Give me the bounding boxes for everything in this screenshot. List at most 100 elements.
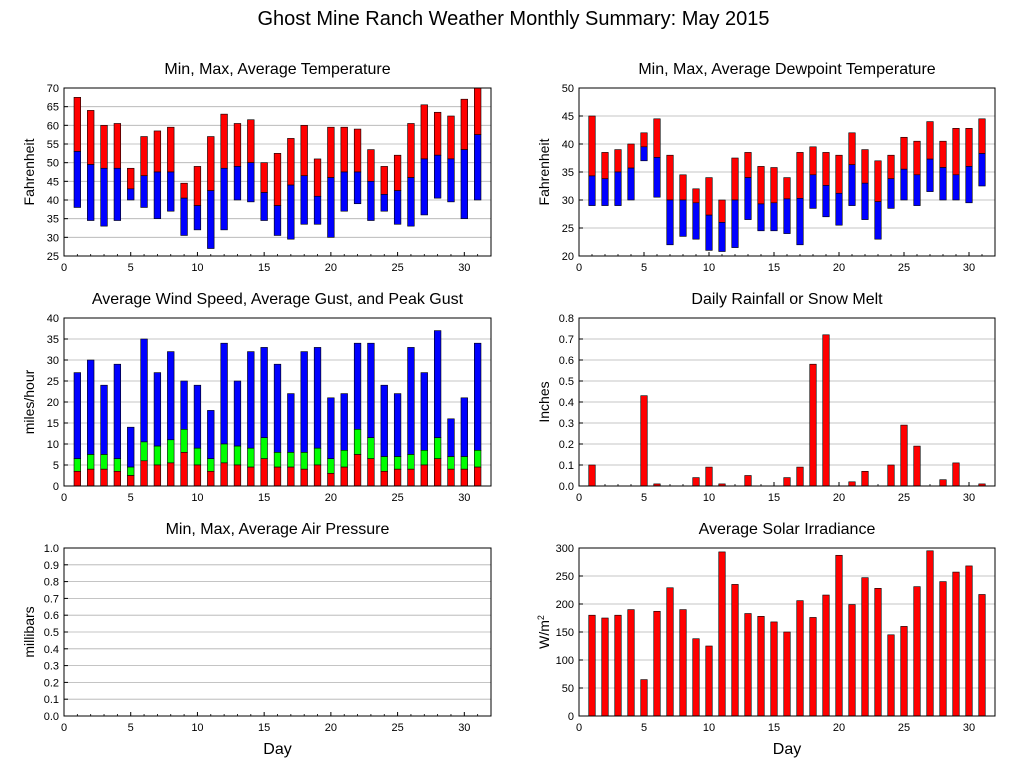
wind-avg-speed-bar — [393, 468, 402, 487]
wind-peak-gust-bar — [247, 351, 255, 449]
temp-max-bar — [447, 115, 455, 160]
temp-ytick-label: 60 — [47, 120, 59, 132]
wind-avg-gust-bar — [407, 454, 415, 470]
wind-avg-gust-bar — [353, 428, 362, 455]
dew-min-bar — [614, 171, 622, 206]
dew-min-bar — [640, 146, 648, 162]
temp-min-bar — [153, 171, 162, 219]
temp-min-bar — [100, 167, 108, 227]
solar-xtick-label: 25 — [898, 722, 910, 734]
wind-avg-speed-bar — [340, 466, 348, 487]
temp-ytick-label: 45 — [47, 176, 59, 188]
dew-max-bar — [705, 177, 713, 216]
temp-min-bar — [193, 205, 202, 231]
wind-avg-speed-bar — [380, 470, 388, 487]
dew-max-bar — [835, 154, 843, 194]
dew-min-bar — [627, 167, 635, 201]
wind-ytick-label: 5 — [53, 460, 59, 472]
solar-bar — [926, 550, 934, 717]
temp-max-bar — [433, 111, 442, 156]
dew-min-bar — [666, 199, 674, 246]
solar-xtick-label: 15 — [768, 722, 780, 734]
temp-max-bar — [167, 126, 175, 173]
wind-avg-speed-bar — [420, 464, 428, 487]
solar-bar — [887, 634, 895, 717]
temp-min-bar — [113, 167, 122, 221]
dew-max-bar — [627, 143, 635, 169]
pressure-ytick-label: 0.1 — [44, 694, 59, 706]
temp-max-bar — [220, 113, 228, 169]
temp-xtick-label: 15 — [258, 262, 270, 274]
dew-max-bar — [744, 152, 752, 178]
temp-ytick-label: 65 — [47, 102, 59, 114]
solar-bar — [705, 645, 713, 717]
temp-min-bar — [380, 194, 388, 212]
dew-max-bar — [757, 166, 765, 205]
solar-ytick-label: 50 — [562, 683, 574, 695]
dew-min-bar — [900, 168, 908, 201]
wind-avg-gust-bar — [393, 456, 402, 470]
wind-avg-speed-bar — [180, 452, 188, 487]
wind-avg-speed-bar — [207, 470, 215, 487]
rain-ytick-label: 0.3 — [559, 418, 574, 430]
rain-ytick-label: 0.5 — [559, 376, 574, 388]
dew-min-bar — [809, 174, 817, 209]
wind-avg-gust-bar — [327, 458, 335, 474]
wind-avg-speed-bar — [447, 468, 455, 487]
wind-peak-gust-bar — [327, 397, 335, 459]
solar-xtick-label: 20 — [833, 722, 845, 734]
dew-xtick-label: 20 — [833, 262, 845, 274]
rain-ytick-label: 0.0 — [559, 481, 574, 493]
dew-xtick-label: 25 — [898, 262, 910, 274]
temp-min-bar — [340, 171, 348, 212]
wind-avg-gust-bar — [273, 452, 282, 468]
solar-xlabel: Day — [773, 741, 801, 758]
wind-avg-gust-bar — [380, 456, 388, 472]
solar-xtick-label: 30 — [963, 722, 975, 734]
rain-xtick-label: 15 — [768, 492, 780, 504]
wind-avg-gust-bar — [433, 437, 442, 460]
rain-chart: 0.0 0.1 0.2 0.3 0.4 0.5 0.6 0.7 0.8 0 5 10 15 20 25 30 D… — [536, 291, 996, 504]
dew-min-bar — [679, 199, 687, 237]
temp-max-bar — [73, 97, 81, 152]
dew-min-bar — [861, 182, 869, 220]
wind-avg-gust-bar — [180, 428, 188, 453]
wind-avg-gust-bar — [260, 437, 268, 460]
temp-max-bar — [474, 87, 482, 135]
dew-min-bar — [770, 202, 778, 232]
rain-bar — [705, 466, 713, 487]
wind-peak-gust-bar — [393, 393, 402, 457]
rain-title: Daily Rainfall or Snow Melt — [691, 291, 883, 308]
solar-bar — [757, 616, 765, 717]
wind-peak-gust-bar — [300, 351, 308, 453]
rain-bar — [900, 424, 908, 487]
solar-bar — [653, 610, 661, 717]
solar-xtick-label: 10 — [703, 722, 715, 734]
temp-min-bar — [220, 167, 228, 231]
temp-xtick-label: 0 — [61, 262, 67, 274]
dew-max-bar — [939, 140, 947, 168]
temp-max-bar — [313, 158, 322, 197]
dew-xtick-label: 15 — [768, 262, 780, 274]
solar-bar — [939, 581, 947, 717]
temp-max-bar — [193, 166, 202, 206]
solar-bar — [952, 571, 960, 717]
pressure-chart: 0.0 0.1 0.2 0.3 0.4 0.5 0.6 0.7 0.8 0.9 1.0 0 5 10 15 2… — [21, 521, 492, 758]
pressure-ytick-label: 1.0 — [44, 543, 59, 555]
solar-bar — [744, 613, 752, 717]
solar-bar — [809, 617, 817, 717]
dew-min-bar — [796, 198, 804, 246]
dew-min-bar — [718, 222, 726, 252]
wind-peak-gust-bar — [73, 372, 81, 460]
solar-ylabel: W/m2 — [536, 615, 552, 649]
rain-bar — [744, 475, 752, 487]
rain-ylabel: Inches — [536, 381, 552, 422]
temp-ytick-label: 55 — [47, 139, 59, 151]
temp-ytick-label: 30 — [47, 232, 59, 244]
rain-ytick-label: 0.2 — [559, 439, 574, 451]
dew-min-bar — [874, 201, 882, 240]
temp-max-bar — [273, 153, 282, 206]
dew-min-bar — [913, 174, 921, 206]
solar-bar — [627, 609, 635, 717]
